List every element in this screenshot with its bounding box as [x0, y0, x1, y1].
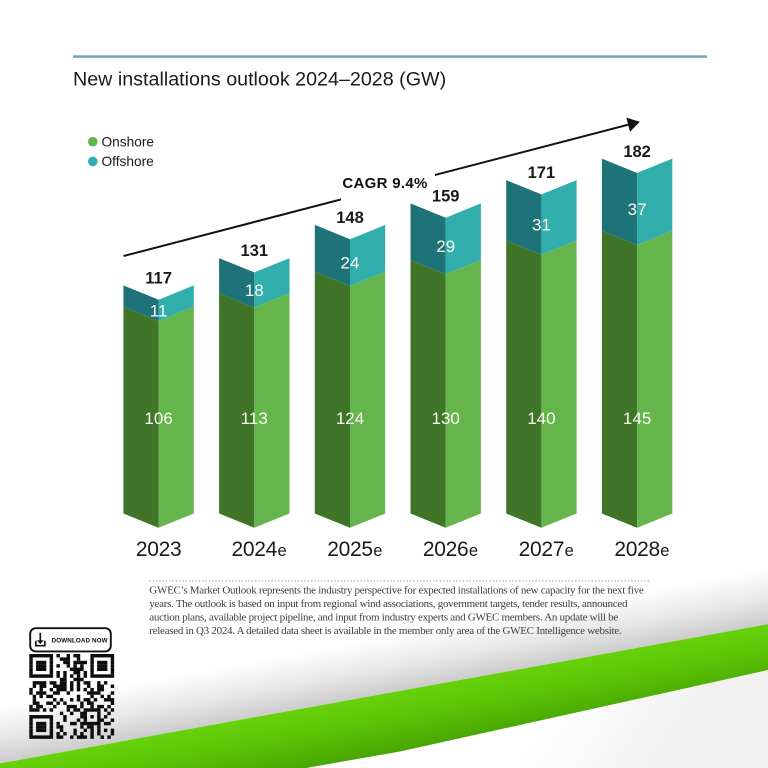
svg-text:e: e — [660, 542, 669, 560]
svg-text:2028: 2028 — [614, 538, 660, 561]
svg-text:e: e — [469, 542, 478, 560]
svg-text:171: 171 — [528, 164, 556, 182]
svg-text:159: 159 — [432, 188, 460, 206]
svg-text:130: 130 — [432, 409, 460, 428]
svg-text:CAGR 9.4%: CAGR 9.4% — [342, 175, 427, 192]
svg-text:2025: 2025 — [327, 538, 373, 561]
svg-text:2026: 2026 — [423, 538, 469, 561]
svg-text:37: 37 — [628, 200, 647, 219]
svg-text:131: 131 — [241, 242, 269, 260]
svg-text:148: 148 — [336, 209, 364, 227]
svg-text:e: e — [373, 542, 382, 560]
svg-text:117: 117 — [145, 270, 172, 288]
svg-text:11: 11 — [150, 301, 168, 320]
svg-text:113: 113 — [241, 409, 268, 428]
svg-text:18: 18 — [245, 281, 264, 300]
svg-text:New installations outlook 2024: New installations outlook 2024–2028 (GW) — [73, 69, 446, 91]
svg-text:31: 31 — [532, 216, 551, 235]
svg-text:Offshore: Offshore — [102, 154, 154, 169]
svg-text:106: 106 — [144, 409, 172, 428]
svg-text:e: e — [278, 542, 287, 560]
svg-text:182: 182 — [623, 143, 651, 161]
svg-text:29: 29 — [436, 237, 455, 256]
svg-text:24: 24 — [341, 254, 360, 273]
svg-text:140: 140 — [527, 409, 555, 428]
svg-text:e: e — [565, 542, 574, 560]
svg-text:2024: 2024 — [232, 538, 278, 561]
svg-text:2023: 2023 — [136, 538, 182, 561]
svg-text:Onshore: Onshore — [102, 135, 155, 150]
svg-text:GWEC’s Market Outlook represen: GWEC’s Market Outlook represents the ind… — [149, 585, 646, 637]
svg-text:145: 145 — [623, 409, 651, 428]
svg-text:DOWNLOAD NOW: DOWNLOAD NOW — [52, 637, 108, 644]
svg-text:124: 124 — [336, 409, 364, 428]
svg-text:2027: 2027 — [519, 538, 565, 561]
